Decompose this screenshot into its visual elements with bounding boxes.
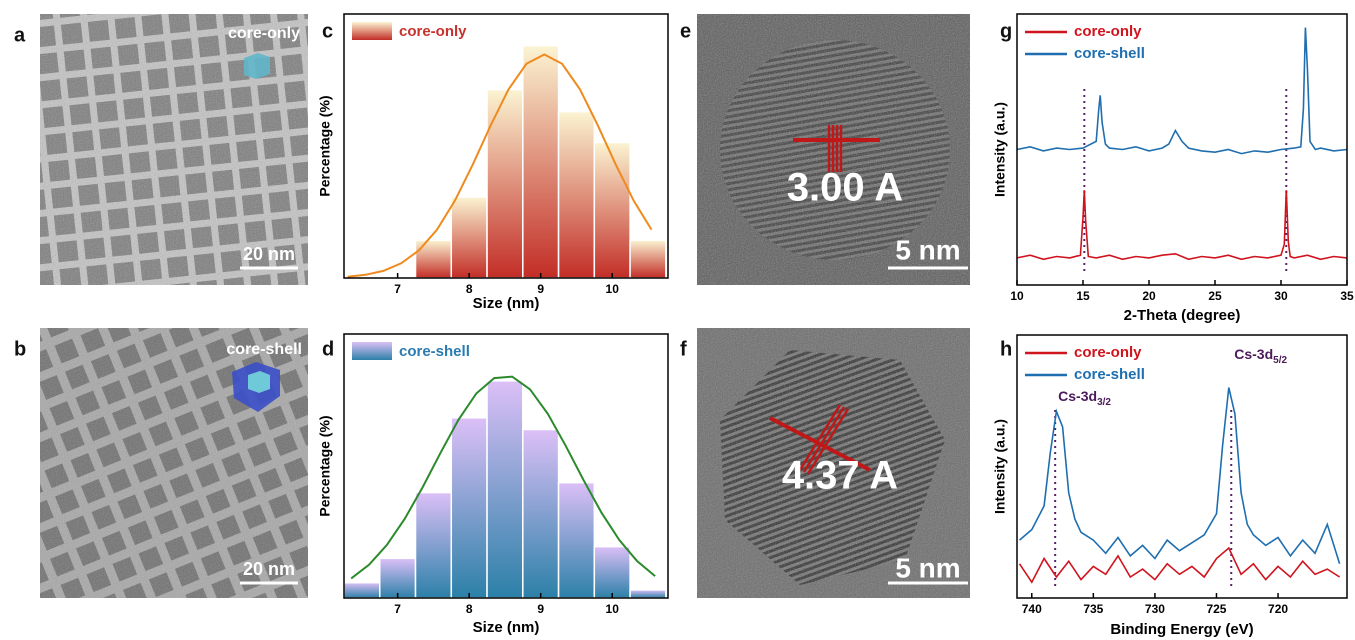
y-axis-label: Intensity (a.u.) bbox=[992, 419, 1008, 514]
x-axis-label: Size (nm) bbox=[473, 619, 540, 636]
panel-label: d bbox=[322, 338, 334, 360]
x-axis-label: Size (nm) bbox=[473, 295, 540, 312]
tem-image-b bbox=[40, 328, 308, 598]
bar bbox=[486, 380, 524, 599]
x-tick-label: 35 bbox=[1340, 289, 1354, 303]
plot-frame bbox=[343, 13, 669, 279]
plot-frame bbox=[343, 333, 669, 599]
bar bbox=[522, 44, 560, 279]
panel-label: c bbox=[322, 20, 333, 42]
x-tick-label: 725 bbox=[1206, 602, 1226, 616]
legend-label: core-shell bbox=[399, 343, 470, 360]
legend-label: core-only bbox=[1074, 23, 1142, 40]
x-tick-label: 8 bbox=[466, 282, 473, 296]
bar bbox=[522, 428, 560, 599]
bar bbox=[343, 581, 381, 599]
hrtem-image-e bbox=[697, 14, 970, 285]
x-tick-label: 30 bbox=[1274, 289, 1288, 303]
bar bbox=[557, 110, 596, 279]
bar bbox=[450, 417, 488, 599]
x-tick-label: 20 bbox=[1142, 289, 1156, 303]
x-tick-label: 730 bbox=[1145, 602, 1165, 616]
x-tick-label: 9 bbox=[537, 602, 544, 616]
annotation-text: Cs-3d bbox=[1058, 388, 1097, 404]
scale-bar-label: 20 nm bbox=[243, 559, 295, 579]
bar bbox=[557, 481, 596, 599]
legend-label: core-shell bbox=[1074, 45, 1145, 62]
image-tag: core-only bbox=[228, 25, 300, 42]
x-tick-label: 9 bbox=[537, 282, 544, 296]
bar bbox=[629, 589, 667, 599]
x-axis-label: Binding Energy (eV) bbox=[1110, 621, 1253, 638]
scale-bar-label: 20 nm bbox=[243, 244, 295, 264]
annotation-subscript: 3/2 bbox=[1097, 397, 1111, 408]
x-tick-label: 25 bbox=[1208, 289, 1222, 303]
series-line bbox=[1018, 387, 1341, 565]
x-tick-label: 7 bbox=[394, 602, 401, 616]
x-tick-label: 15 bbox=[1076, 289, 1090, 303]
scale-bar-label: 5 nm bbox=[895, 552, 960, 583]
annotation-subscript: 5/2 bbox=[1273, 355, 1287, 366]
x-tick-label: 740 bbox=[1022, 602, 1042, 616]
fit-curve bbox=[347, 53, 653, 278]
panel-label: e bbox=[680, 20, 691, 42]
lattice-spacing: 4.37 A bbox=[782, 454, 898, 498]
bar bbox=[414, 491, 453, 599]
bar bbox=[486, 88, 524, 279]
x-tick-label: 10 bbox=[1010, 289, 1024, 303]
x-tick-label: 7 bbox=[394, 282, 401, 296]
y-axis-label: Intensity (a.u.) bbox=[992, 102, 1008, 197]
legend-swatch bbox=[352, 22, 392, 40]
y-axis-label: Percentage (%) bbox=[317, 415, 333, 516]
y-axis-label: Percentage (%) bbox=[317, 95, 333, 196]
peak-annotation: Cs-3d3/2 bbox=[1058, 388, 1111, 408]
image-tag: core-shell bbox=[226, 341, 302, 358]
tem-image-a bbox=[40, 14, 308, 285]
bar bbox=[450, 196, 488, 279]
legend-swatch bbox=[352, 342, 392, 360]
series-line bbox=[1018, 546, 1341, 584]
panel-label: b bbox=[14, 338, 26, 360]
bar bbox=[593, 545, 631, 599]
x-tick-label: 720 bbox=[1268, 602, 1288, 616]
x-tick-label: 10 bbox=[606, 282, 620, 296]
panel-label: h bbox=[1000, 338, 1012, 360]
fit-curve bbox=[350, 375, 656, 580]
panel-label: f bbox=[680, 338, 687, 360]
legend-label: core-only bbox=[399, 23, 467, 40]
scale-bar-label: 5 nm bbox=[895, 234, 960, 265]
x-tick-label: 8 bbox=[466, 602, 473, 616]
series-line bbox=[1016, 27, 1348, 155]
annotation-text: Cs-3d bbox=[1234, 346, 1273, 362]
panel-label: a bbox=[14, 24, 26, 46]
bar bbox=[379, 557, 417, 599]
legend-label: core-shell bbox=[1074, 366, 1145, 383]
series-line bbox=[1016, 190, 1348, 261]
x-axis-label: 2-Theta (degree) bbox=[1124, 307, 1241, 324]
bar bbox=[629, 239, 667, 279]
hrtem-image-f bbox=[697, 328, 970, 598]
x-tick-label: 10 bbox=[606, 602, 620, 616]
plot-frame bbox=[1016, 334, 1348, 599]
peak-annotation: Cs-3d5/2 bbox=[1234, 346, 1287, 366]
x-tick-label: 735 bbox=[1083, 602, 1103, 616]
lattice-spacing: 3.00 A bbox=[787, 166, 903, 210]
panel-label: g bbox=[1000, 20, 1012, 42]
bar bbox=[414, 239, 453, 279]
bar bbox=[593, 141, 631, 279]
legend-label: core-only bbox=[1074, 344, 1142, 361]
plot-frame bbox=[1016, 13, 1348, 286]
